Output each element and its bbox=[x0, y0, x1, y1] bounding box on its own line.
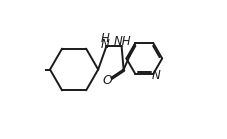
Text: N: N bbox=[100, 38, 109, 51]
Text: H: H bbox=[100, 32, 109, 45]
Text: O: O bbox=[102, 74, 111, 87]
Text: N: N bbox=[151, 69, 160, 82]
Text: NH: NH bbox=[113, 35, 131, 49]
